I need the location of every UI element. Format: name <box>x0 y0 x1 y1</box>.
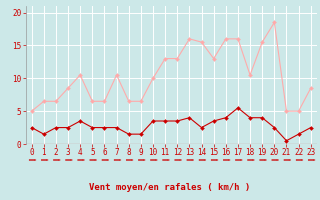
Text: Vent moyen/en rafales ( km/h ): Vent moyen/en rafales ( km/h ) <box>89 183 250 192</box>
